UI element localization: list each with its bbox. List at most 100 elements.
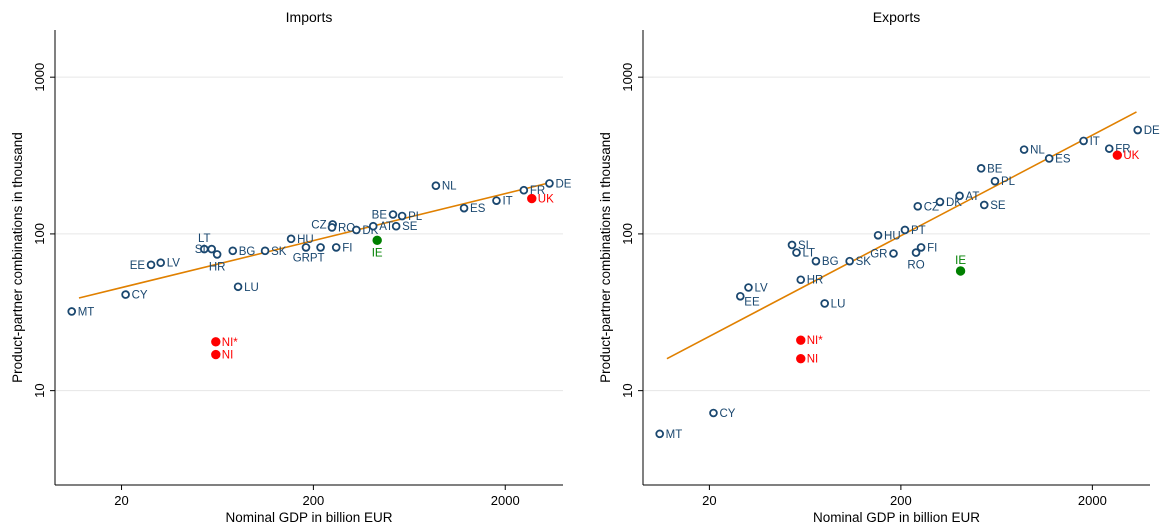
point-label: HU: [297, 234, 314, 246]
point-si: [207, 244, 216, 254]
y-tick-label: 1000: [32, 63, 47, 92]
point-ro: [911, 248, 921, 257]
point-de: [545, 179, 554, 188]
point-label: BE: [372, 209, 388, 221]
point-hu: [286, 234, 296, 244]
point-cz: [913, 202, 923, 211]
point-sk: [845, 256, 854, 266]
x-tick-label: 2000: [1078, 493, 1107, 508]
panel-title: Exports: [873, 9, 920, 25]
point-label: FR: [530, 185, 545, 197]
point-lu: [820, 299, 829, 308]
point-label: FI: [927, 242, 937, 254]
point-se: [391, 221, 401, 231]
point-at: [368, 221, 378, 231]
point-label: LU: [244, 282, 259, 294]
x-axis-label: Nominal GDP in billion EUR: [225, 510, 392, 525]
point-pt: [316, 243, 325, 252]
point-label: SE: [402, 221, 418, 233]
point-label: BG: [822, 256, 839, 268]
point-cy: [709, 408, 718, 418]
point-ee: [146, 260, 156, 270]
x-tick-label: 20: [702, 493, 716, 508]
point-gr: [889, 249, 898, 258]
point-hr: [212, 250, 222, 259]
point-ie: [372, 235, 382, 246]
point-label: PT: [310, 252, 325, 264]
point-dk: [935, 197, 945, 207]
y-tick-label: 10: [32, 383, 47, 397]
point-label: NI: [222, 350, 234, 362]
panel-exports: 10 100 1000 20 200 2000 Exports Nominal GDP in …: [598, 9, 1160, 525]
x-tick-label: 200: [890, 493, 912, 508]
point-label: AT: [966, 191, 980, 203]
point-label: ES: [1055, 153, 1071, 165]
point-label: LV: [167, 258, 181, 270]
point-label: RO: [907, 260, 924, 272]
point-label: MT: [666, 429, 683, 441]
y-axis-label: Product-partner combinations in thousand: [598, 132, 613, 383]
point-label: CY: [719, 408, 735, 420]
point-label: DK: [946, 197, 962, 209]
point-label: IT: [1090, 136, 1100, 148]
point-es: [1044, 154, 1054, 163]
point-fr: [1104, 144, 1114, 153]
point-ni-star: [796, 335, 806, 345]
point-label: NL: [442, 181, 457, 193]
point-label: CZ: [924, 201, 939, 213]
point-fi: [331, 243, 341, 252]
point-ni: [211, 349, 221, 360]
point-label: LT: [198, 233, 211, 245]
point-label: MT: [78, 306, 95, 318]
panel-imports: 10 100 1000 20 200 2000 Imports Nominal GDP in …: [10, 9, 572, 525]
point-label: CY: [132, 290, 148, 302]
point-label: ES: [470, 203, 486, 215]
point-hu: [873, 230, 883, 240]
point-label: SK: [271, 246, 287, 258]
point-ee: [736, 291, 745, 301]
point-label: EE: [130, 260, 146, 272]
point-mt: [67, 307, 77, 316]
point-label: PL: [1001, 176, 1016, 188]
x-tick-label: 20: [114, 493, 128, 508]
point-label: RO: [338, 222, 355, 234]
point-ro: [327, 223, 337, 232]
point-label: GR: [870, 248, 887, 260]
x-axis-label: Nominal GDP in billion EUR: [813, 510, 980, 525]
point-gr: [301, 243, 311, 252]
point-label: SE: [990, 200, 1006, 212]
point-ie: [955, 266, 966, 276]
point-be: [388, 210, 398, 219]
point-label: CZ: [311, 219, 326, 231]
point-label: NI*: [222, 337, 239, 349]
point-ni-star: [211, 337, 221, 347]
point-label: DE: [1144, 125, 1160, 137]
point-lv: [744, 283, 753, 292]
point-label: IE: [372, 247, 383, 259]
point-lt: [792, 248, 801, 257]
point-label: IT: [502, 196, 512, 208]
point-se: [979, 200, 989, 210]
x-tick-label: 2000: [491, 493, 520, 508]
point-pl: [397, 211, 407, 221]
y-tick-label: 10: [620, 383, 635, 397]
fit-line: [666, 111, 1137, 360]
point-label: LV: [754, 283, 768, 295]
point-label: FI: [342, 242, 352, 254]
point-label: BE: [987, 163, 1003, 175]
x-tick-label: 200: [303, 493, 325, 508]
point-pt: [900, 225, 910, 235]
point-lv: [156, 258, 165, 268]
point-label: LU: [831, 298, 846, 310]
point-sk: [260, 246, 270, 256]
y-tick-label: 100: [620, 223, 635, 245]
point-es: [459, 203, 469, 213]
point-label: PL: [408, 211, 423, 223]
point-label: LT: [802, 248, 815, 260]
point-label: NL: [1030, 145, 1045, 157]
point-ni: [796, 353, 806, 364]
point-label: EE: [744, 296, 760, 308]
point-de: [1133, 125, 1142, 135]
point-label: UK: [538, 194, 554, 206]
